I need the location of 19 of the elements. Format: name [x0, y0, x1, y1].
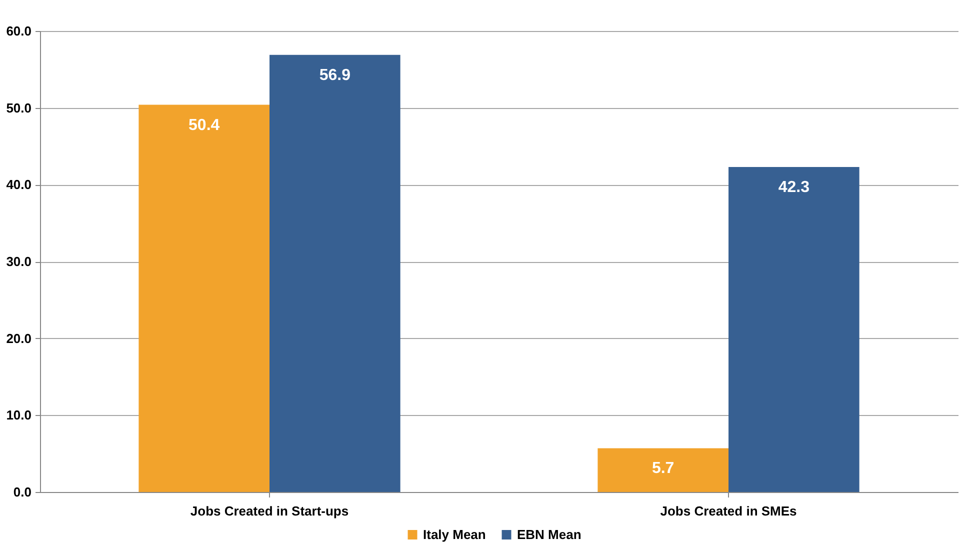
x-tick-label: Jobs Created in Start-ups [190, 504, 349, 518]
y-tick-label: 30.0 [6, 254, 32, 269]
y-tick-label: 60.0 [6, 24, 32, 38]
x-tick-label: Jobs Created in SMEs [660, 504, 797, 518]
y-tick-label: 10.0 [6, 408, 32, 423]
y-tick-label: 20.0 [6, 330, 32, 346]
legend-label: EBN Mean [517, 526, 582, 542]
bar [138, 104, 270, 492]
data-label: 5.7 [652, 460, 674, 478]
bar [598, 448, 728, 492]
y-tick-label: 0.0 [13, 484, 32, 500]
data-label: 50.4 [188, 116, 220, 134]
legend-label: Italy Mean [423, 526, 486, 542]
bar [728, 166, 860, 492]
y-tick-label: 40.0 [6, 177, 32, 192]
data-label: 42.3 [778, 178, 810, 196]
bar [270, 54, 400, 492]
data-label: 56.9 [319, 66, 351, 84]
y-tick-label: 50.0 [6, 100, 32, 116]
